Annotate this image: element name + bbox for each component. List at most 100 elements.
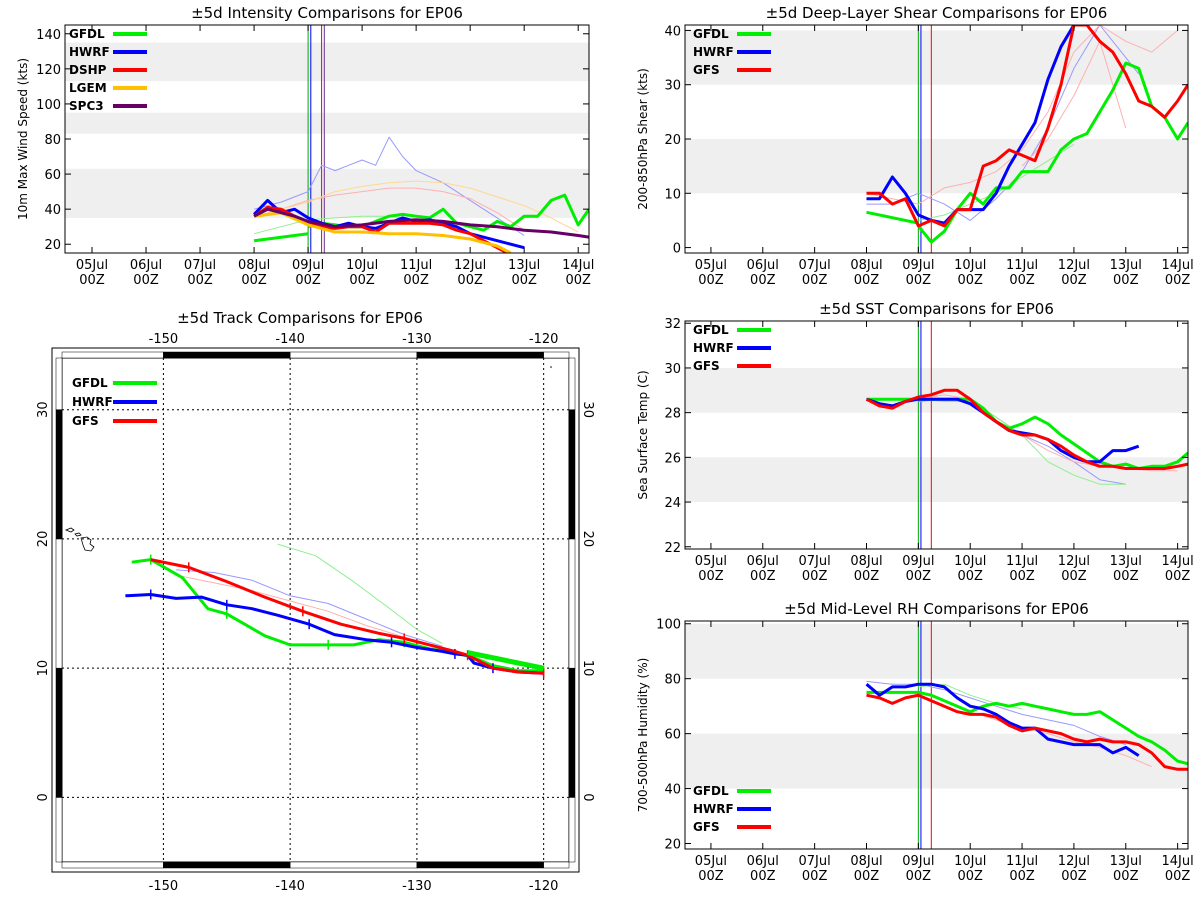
x-tick-label: 11Jul	[1006, 854, 1038, 869]
shade-band	[65, 112, 589, 134]
x-tick-label: 00Z	[802, 273, 828, 288]
x-tick-label: 00Z	[241, 273, 267, 288]
shade-band	[65, 168, 589, 218]
lat-tick-label: 20	[36, 531, 51, 548]
x-tick-label: 07Jul	[799, 258, 831, 273]
legend-label: GFDL	[693, 27, 729, 41]
y-tick-label: 28	[664, 407, 681, 422]
series-gfdl	[253, 232, 309, 243]
series-group	[865, 680, 1188, 771]
x-tick-label: 12Jul	[1058, 854, 1090, 869]
intensity-svg: ±5d Intensity Comparisons for EP06 20 40 60…	[16, 4, 594, 288]
border-segment	[55, 797, 63, 863]
legend-label: GFS	[693, 63, 720, 77]
border-segment	[543, 861, 570, 869]
x-tick-label: 00Z	[854, 869, 880, 884]
x-tick-label: 06Jul	[747, 258, 779, 273]
y-axis-label: 200-850hPa Shear (kts)	[636, 68, 650, 210]
x-tick-label: 13Jul	[508, 258, 540, 273]
x-tick-label: 10Jul	[954, 854, 986, 869]
border-segment	[55, 538, 63, 669]
series-gfdl	[917, 61, 1188, 244]
lat-tick-label: 10	[36, 660, 51, 677]
y-tick-label: 20	[44, 238, 61, 253]
border-segment	[416, 351, 544, 359]
border-segment	[568, 538, 576, 669]
x-tick-label: 07Jul	[799, 554, 831, 569]
x-tick-label: 07Jul	[184, 258, 216, 273]
x-tick-label: 00Z	[349, 273, 375, 288]
track-hwrf	[125, 593, 544, 675]
lat-tick-label: 10	[580, 660, 595, 677]
y-tick-label: 24	[664, 496, 681, 511]
y-axis-label: 700-500hPa Humidity (%)	[636, 658, 650, 813]
chart-title: ±5d Intensity Comparisons for EP06	[191, 4, 463, 22]
y-tick-label: 120	[36, 63, 61, 78]
x-tick-label: 09Jul	[902, 854, 934, 869]
x-tick-label: 13Jul	[1110, 258, 1142, 273]
shade-band	[685, 733, 1188, 789]
x-tick-label: 00Z	[511, 273, 537, 288]
legend-item: LGEM	[69, 81, 147, 95]
x-tick-label: 09Jul	[902, 554, 934, 569]
legend-item: GFDL	[693, 323, 771, 337]
legend-item: DSHP	[69, 63, 147, 77]
x-tick-label: 08Jul	[850, 258, 882, 273]
legend-item: GFDL	[69, 27, 147, 41]
lat-tick-label: 0	[36, 793, 51, 801]
legend-label: GFS	[693, 359, 720, 373]
lat-tick-label: 0	[580, 793, 595, 801]
axes-frame	[684, 620, 1189, 850]
x-tick-label: 14Jul	[562, 258, 594, 273]
x-tick-label: 00Z	[187, 273, 213, 288]
y-axis-label: Sea Surface Temp (C)	[636, 370, 650, 499]
intensity-chart: ±5d Intensity Comparisons for EP06 20 40 60…	[0, 0, 600, 290]
x-tick-label: 12Jul	[1058, 554, 1090, 569]
x-tick-label: 00Z	[1061, 273, 1087, 288]
x-tick-label: 14Jul	[1162, 854, 1194, 869]
series-hwrf-prev	[866, 680, 1126, 746]
x-tick-label: 00Z	[698, 273, 724, 288]
x-tick-label: 00Z	[457, 273, 483, 288]
y-tick-label: 80	[664, 673, 681, 688]
chart-title: ±5d Deep-Layer Shear Comparisons for EP0…	[766, 4, 1108, 22]
series-lgem	[253, 211, 512, 253]
x-tick-label: 13Jul	[1110, 554, 1142, 569]
x-tick-label: 00Z	[1113, 869, 1139, 884]
series-spc3	[253, 207, 589, 239]
x-tick-label: 00Z	[802, 869, 828, 884]
series-dshp-prev	[253, 187, 525, 231]
x-tick-label: 00Z	[750, 273, 776, 288]
x-tick-label: 08Jul	[850, 554, 882, 569]
y-tick-label: 140	[36, 28, 61, 43]
lat-tick-label: 30	[580, 401, 595, 418]
series-gfs-prev	[866, 25, 1178, 205]
x-tick-label: 00Z	[906, 273, 932, 288]
series-group	[865, 388, 1188, 485]
series-gfs	[866, 25, 1188, 228]
x-tick-label: 00Z	[957, 569, 983, 584]
x-tick-label: 11Jul	[1006, 554, 1038, 569]
lon-tick-label: -150	[149, 332, 179, 347]
border-segment	[163, 861, 291, 869]
border-segment	[55, 667, 63, 798]
y-tick-label: 100	[656, 618, 681, 633]
axes-frame	[684, 320, 1189, 550]
track-hwrf-prev	[176, 569, 443, 647]
border-segment	[61, 861, 164, 869]
x-tick-label: 00Z	[565, 273, 591, 288]
x-tick-label: 00Z	[698, 569, 724, 584]
x-tick-label: 11Jul	[400, 258, 432, 273]
series-hwrf	[865, 682, 1140, 757]
series-gfs	[866, 693, 1188, 771]
track-map: ±5d Track Comparisons for EP06 -150 -150 -1…	[0, 300, 600, 900]
y-tick-label: 26	[664, 451, 681, 466]
legend-label: HWRF	[693, 802, 734, 816]
legend-label: GFS	[72, 414, 99, 428]
sst-svg: ±5d SST Comparisons for EP06 22 24 26 28 30 32…	[636, 300, 1194, 584]
lon-tick-label: -130	[402, 879, 432, 894]
x-tick-label: 00Z	[1009, 273, 1035, 288]
y-tick-label: 0	[673, 242, 681, 257]
legend-item: HWRF	[693, 45, 771, 59]
x-tick-label: 00Z	[854, 273, 880, 288]
